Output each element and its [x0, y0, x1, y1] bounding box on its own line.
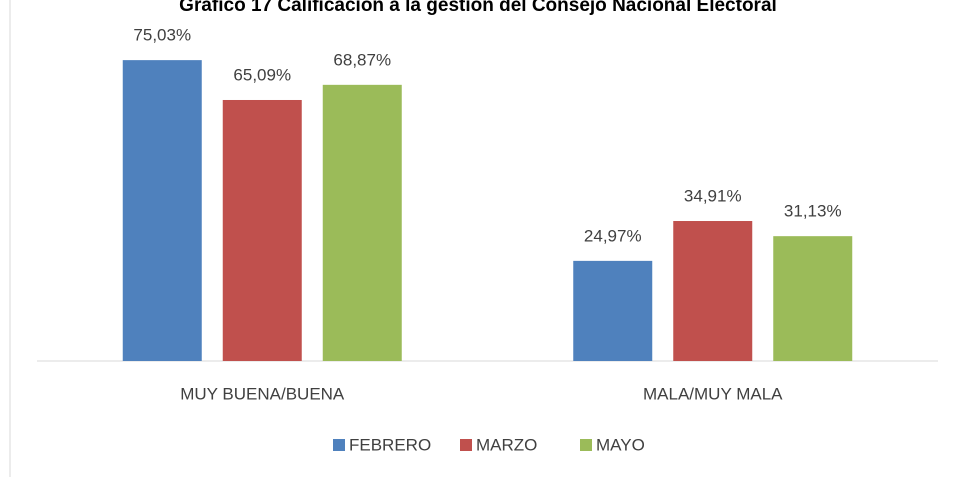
bar [222, 99, 302, 361]
data-label: 75,03% [133, 26, 191, 45]
data-label: 65,09% [233, 65, 291, 84]
bar [122, 60, 202, 361]
legend-label: MAYO [596, 435, 645, 454]
legend-swatch [580, 439, 592, 451]
data-label: 24,97% [584, 226, 642, 245]
bar [322, 84, 402, 361]
legend-swatch [460, 439, 472, 451]
data-label: 68,87% [333, 50, 391, 69]
x-tick-label: MALA/MUY MALA [643, 384, 783, 403]
x-tick-label: MUY BUENA/BUENA [180, 384, 345, 403]
bar [773, 236, 853, 361]
legend-swatch [333, 439, 345, 451]
legend-label: FEBRERO [349, 435, 431, 454]
data-label: 31,13% [784, 202, 842, 221]
bar [573, 260, 653, 361]
legend-label: MARZO [476, 435, 537, 454]
chart-title: Gráfico 17 Calificación a la gestión del… [179, 0, 777, 16]
data-label: 34,91% [684, 186, 742, 205]
bar [673, 221, 753, 361]
